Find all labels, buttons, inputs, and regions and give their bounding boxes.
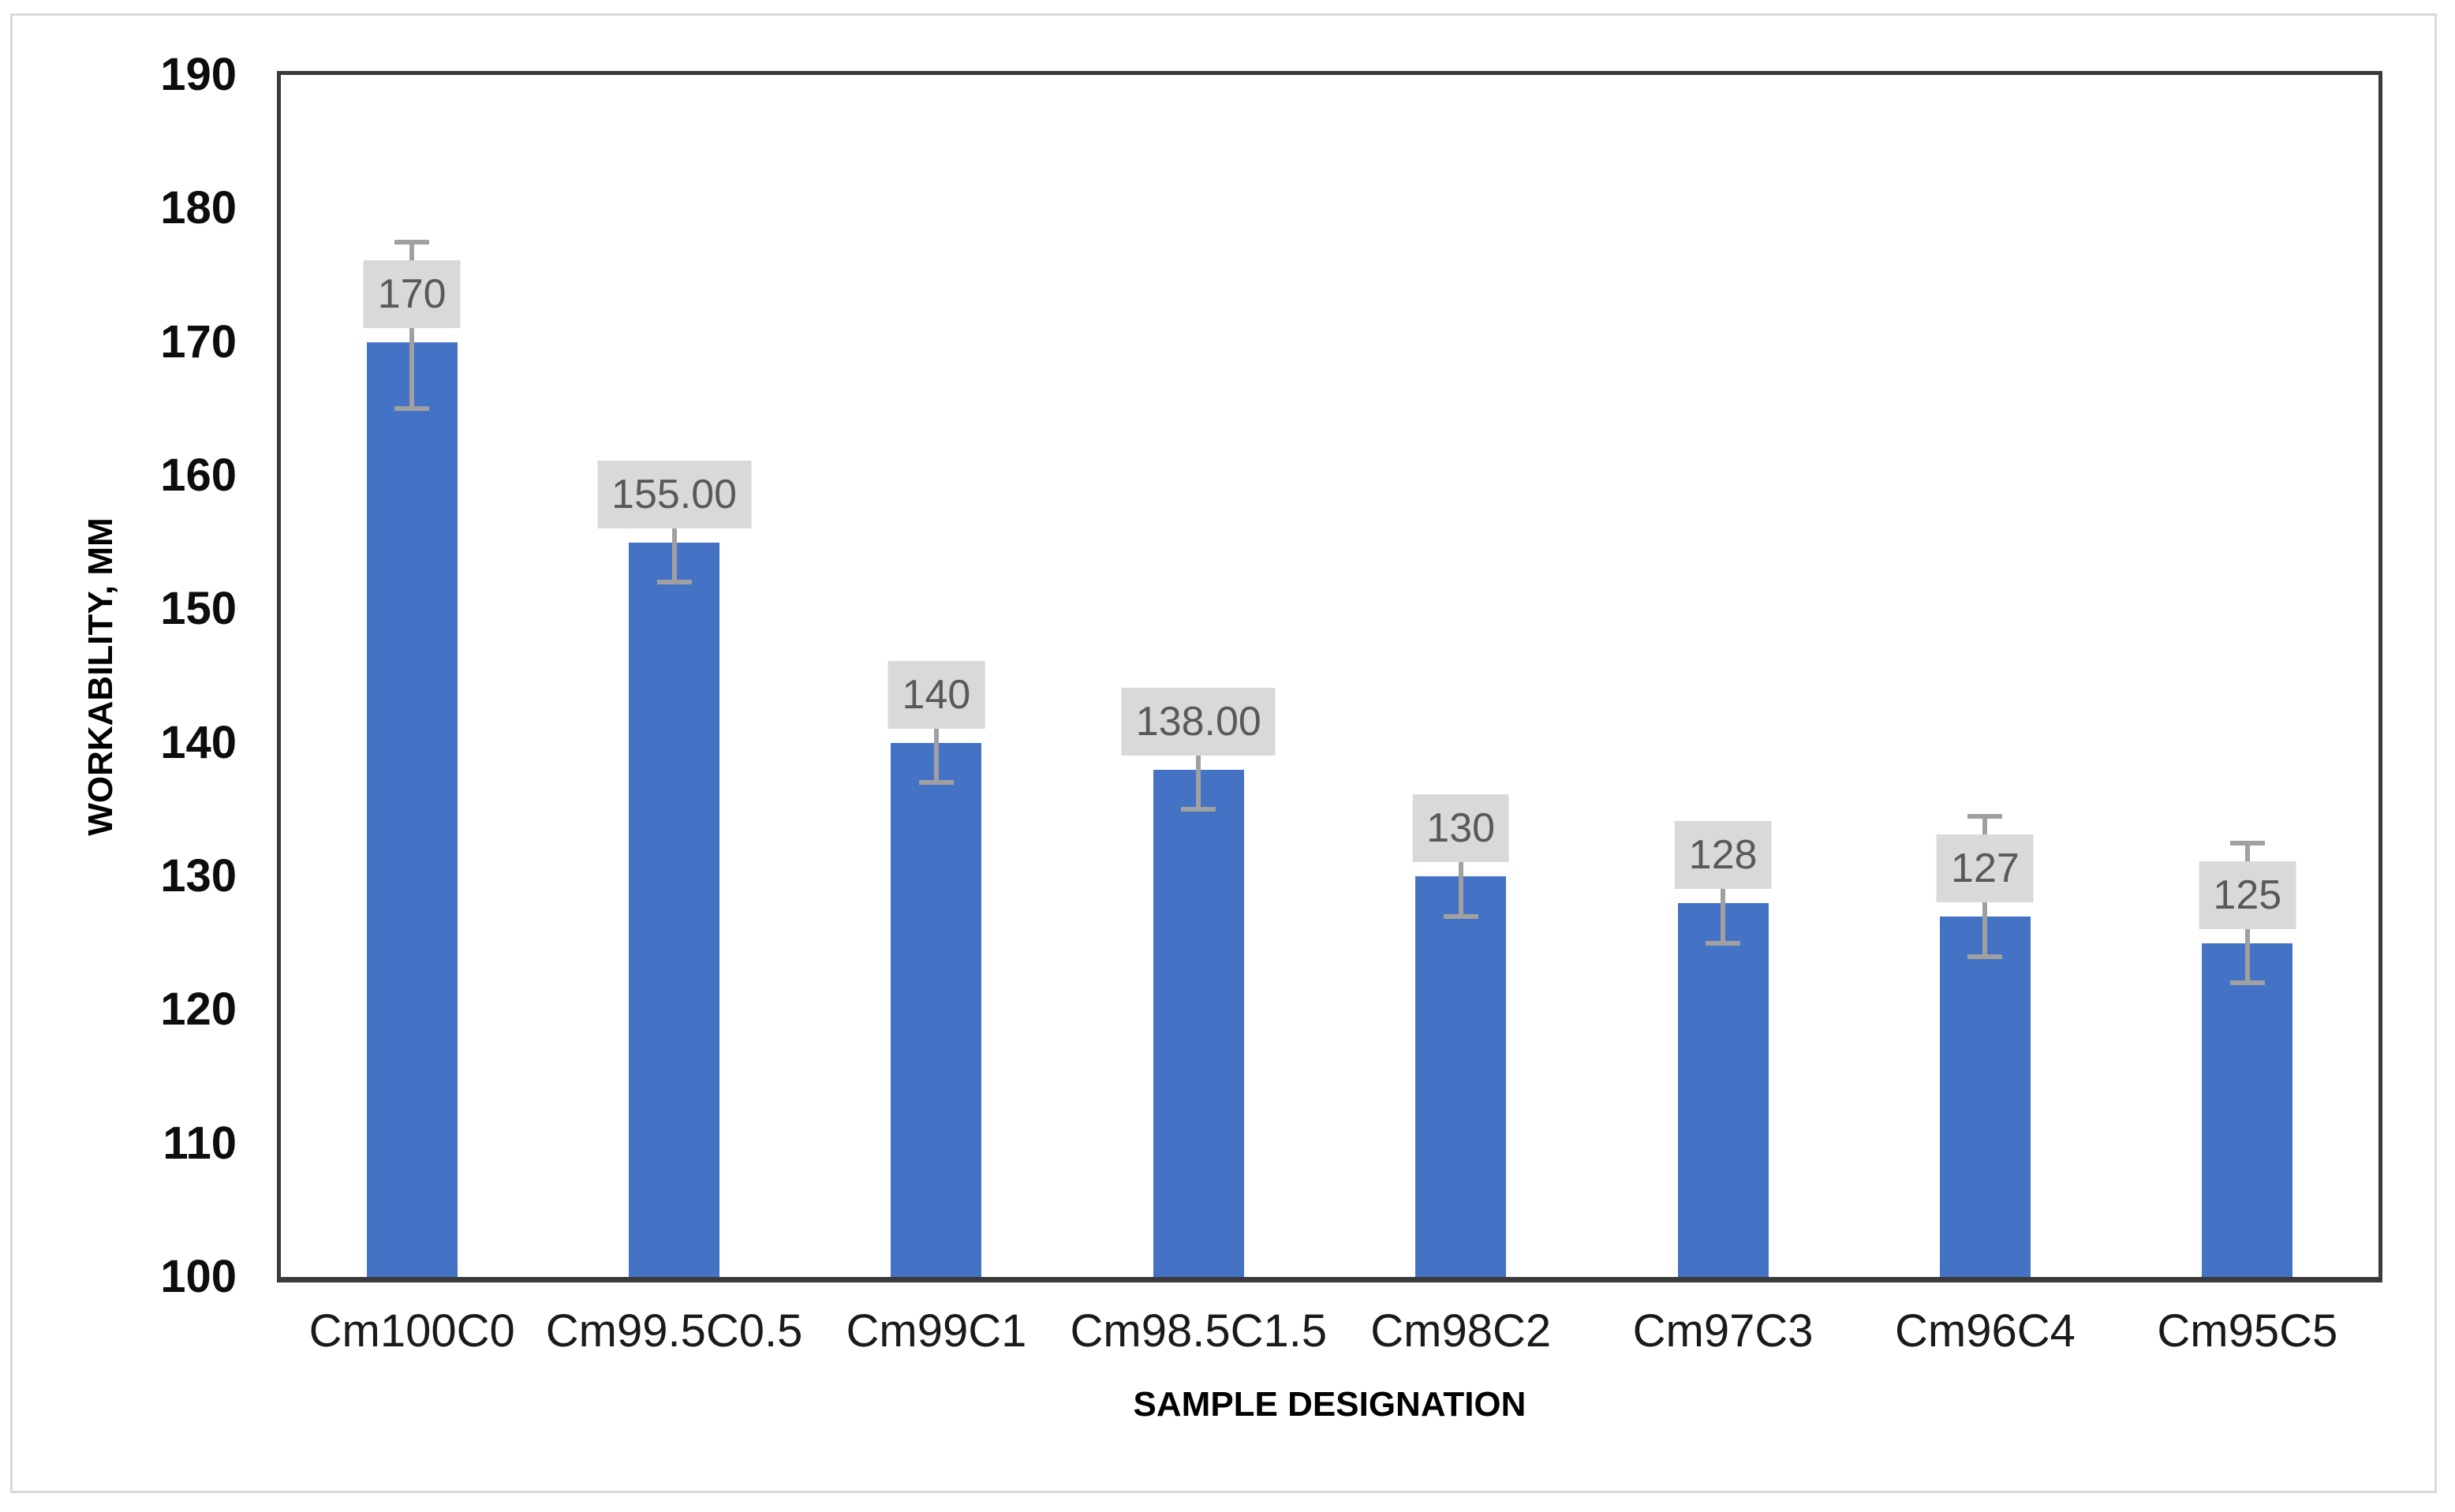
y-tick-label: 140	[160, 716, 237, 768]
x-tick-label: Cm98C2	[1370, 1305, 1552, 1357]
error-cap-bottom	[1181, 807, 1216, 812]
data-label: 170	[363, 259, 461, 328]
error-cap-top	[394, 239, 430, 245]
error-whisker	[933, 676, 939, 783]
bar	[1153, 769, 1244, 1277]
plot-border	[277, 71, 2382, 1282]
plot-area: 170 155.00 140 138.00 130 128 127 125	[281, 75, 2378, 1277]
bar	[2202, 943, 2293, 1277]
y-tick-label: 110	[163, 1117, 237, 1169]
y-tick-label: 180	[160, 182, 237, 234]
error-whisker	[671, 476, 677, 583]
error-whisker	[1458, 809, 1463, 917]
y-axis-ticks: 190 180 170 160 150 140 130 120 110 100	[0, 49, 237, 1302]
data-label: 127	[1937, 834, 2034, 902]
error-cap-bottom	[1706, 940, 1741, 946]
data-label: 155.00	[597, 460, 752, 528]
bar	[1677, 902, 1769, 1277]
bar	[366, 342, 458, 1277]
y-tick-label: 130	[160, 850, 237, 902]
error-cap-bottom	[394, 406, 430, 412]
error-whisker	[1721, 836, 1726, 943]
error-cap-bottom	[1443, 913, 1478, 919]
x-tick-label: Cm99C1	[846, 1305, 1027, 1357]
error-cap-bottom	[2229, 980, 2265, 986]
data-label: 140	[887, 660, 985, 729]
data-label: 138.00	[1121, 687, 1276, 756]
y-tick-label: 160	[160, 450, 237, 501]
y-tick-label: 120	[160, 984, 237, 1036]
error-cap-bottom	[1967, 954, 2003, 959]
data-label: 125	[2199, 861, 2296, 929]
bar	[1415, 876, 1507, 1277]
error-whisker	[1196, 702, 1201, 810]
x-tick-label: Cm95C5	[2157, 1305, 2338, 1357]
x-tick-label: Cm97C3	[1632, 1305, 1814, 1357]
data-label: 128	[1674, 820, 1772, 889]
data-label: 130	[1412, 794, 1510, 862]
x-tick-label: Cm100C0	[308, 1305, 515, 1357]
error-cap-top	[2229, 840, 2265, 846]
bar	[1939, 916, 2031, 1277]
error-cap-bottom	[656, 580, 692, 585]
y-tick-label: 170	[160, 315, 237, 368]
x-axis-labels: Cm100C0 Cm99.5C0.5 Cm99C1 Cm98.5C1.5 Cm98C2 C…	[281, 1301, 2378, 1372]
x-tick-label: Cm98.5C1.5	[1070, 1305, 1328, 1357]
x-axis-title: SAMPLE DESIGNATION	[1133, 1385, 1526, 1424]
error-cap-bottom	[918, 780, 954, 786]
bar	[891, 742, 982, 1277]
bar	[629, 542, 720, 1277]
y-tick-label: 190	[160, 49, 237, 100]
x-tick-label: Cm99.5C0.5	[545, 1305, 803, 1357]
y-tick-label: 100	[160, 1251, 237, 1302]
y-tick-label: 150	[160, 583, 237, 635]
y-axis-title: WORKABILITY, MM	[81, 517, 120, 836]
error-cap-top	[1967, 813, 2003, 819]
x-tick-label: Cm96C4	[1895, 1305, 2076, 1357]
